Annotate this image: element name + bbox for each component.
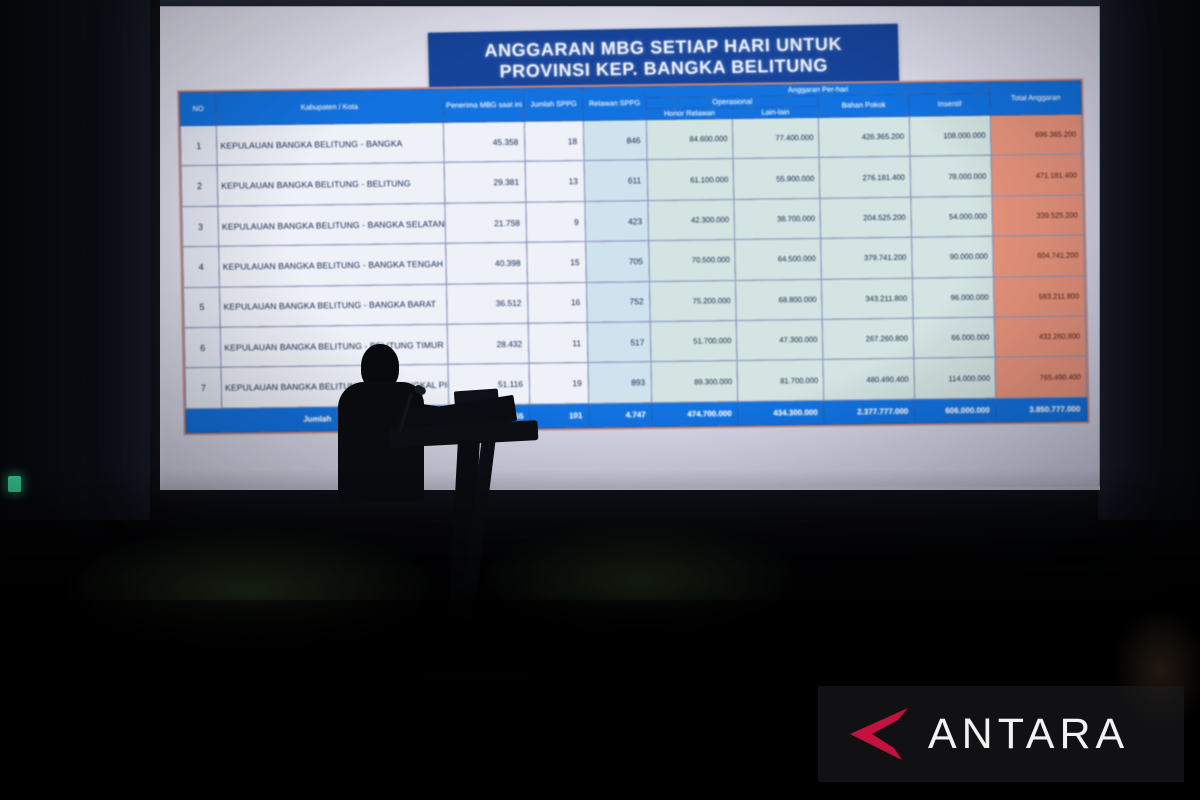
cell-no: 6: [184, 327, 222, 369]
cell-bahan-pokok: 267.260.800: [822, 318, 914, 360]
budget-table-frame: NO Kabupaten / Kota Penerima MBG saat in…: [177, 78, 1090, 436]
projection-screen: ANGGARAN MBG SETIAP HARI UNTUK PROVINSI …: [160, 6, 1100, 490]
antara-brand-text: ANTARA: [928, 709, 1130, 758]
cell-kabupaten: KEPULAUAN BANGKA BELITUNG - BELITUNG: [217, 162, 445, 207]
cell-jumlah-sppg: 16: [527, 282, 588, 324]
cell-honor-relawan: 75.200.000: [649, 280, 737, 322]
cell-kabupaten: KEPULAUAN BANGKA BELITUNG - BELITUNG TIM…: [220, 324, 448, 368]
cell-lain-lain: 68.800.000: [735, 279, 823, 321]
cell-relawan-sppg: 893: [587, 362, 653, 404]
cell-lain-lain: 55.900.000: [733, 157, 821, 200]
cell-lain-lain: 64.500.000: [734, 238, 822, 281]
cell-relawan-sppg: 423: [584, 200, 649, 242]
th-bahan-pokok: Bahan Pokok: [818, 94, 910, 118]
cell-insentif: 78.000.000: [909, 155, 993, 198]
cell-jumlah-sppg: 11: [528, 322, 588, 364]
cell-jumlah-sppg: 15: [526, 241, 587, 283]
total-honor-relawan: 474.700.000: [652, 401, 739, 427]
table-body: 1 KEPULAUAN BANGKA BELITUNG - BANGKA 45.35…: [180, 113, 1087, 409]
cell-lain-lain: 81.700.000: [737, 359, 825, 402]
cell-no: 4: [182, 246, 220, 288]
th-relawan-sppg: Relawan SPPG: [582, 86, 647, 121]
cell-no: 1: [180, 125, 218, 167]
th-penerima: Penerima MBG saat ini: [442, 88, 525, 123]
th-jumlah-sppg: Jumlah SPPG: [523, 87, 584, 122]
cell-honor-relawan: 70.500.000: [648, 239, 736, 282]
cell-kabupaten: KEPULAUAN BANGKA BELITUNG - BANGKA TENGA…: [218, 243, 447, 287]
cell-total-anggaran: 339.525.200: [992, 194, 1084, 237]
cell-insentif: 96.000.000: [912, 276, 995, 319]
cell-lain-lain: 47.300.000: [736, 319, 824, 361]
cell-total-anggaran: 471.181.400: [991, 154, 1083, 196]
cell-bahan-pokok: 480.490.400: [823, 358, 915, 401]
antara-logo-icon: [850, 708, 908, 760]
cell-honor-relawan: 51.700.000: [650, 320, 738, 363]
cell-total-anggaran: 765.490.400: [995, 356, 1087, 399]
cell-jumlah-sppg: 19: [529, 362, 589, 405]
cell-total-anggaran: 604.741.200: [992, 235, 1085, 277]
th-total-anggaran: Total Anggaran: [989, 80, 1082, 116]
th-insentif: Insentif: [908, 93, 991, 117]
cell-relawan-sppg: 846: [583, 119, 648, 161]
cell-insentif: 114.000.000: [913, 357, 997, 400]
cell-bahan-pokok: 379.741.200: [820, 237, 913, 280]
th-no: NO: [179, 92, 217, 126]
cell-no: 2: [181, 165, 219, 207]
left-wall: [0, 0, 150, 520]
cell-no: 7: [185, 367, 222, 409]
cell-relawan-sppg: 611: [584, 160, 649, 202]
cell-penerima: 28.432: [446, 323, 530, 365]
cell-no: 3: [181, 206, 219, 247]
cell-total-anggaran: 696.365.200: [990, 113, 1083, 156]
total-relawan-sppg: 4.747: [588, 402, 653, 428]
cell-relawan-sppg: 705: [585, 240, 650, 283]
cell-lain-lain: 38.700.000: [734, 198, 821, 240]
cell-total-anggaran: 583.211.800: [993, 275, 1086, 318]
cell-bahan-pokok: 204.525.200: [820, 197, 912, 239]
cell-jumlah-sppg: 9: [525, 201, 586, 243]
cell-jumlah-sppg: 18: [524, 120, 585, 162]
cell-insentif: 108.000.000: [909, 115, 992, 157]
cell-relawan-sppg: 517: [587, 321, 652, 363]
cell-jumlah-sppg: 13: [525, 160, 585, 203]
cell-bahan-pokok: 276.181.400: [819, 156, 911, 199]
cell-honor-relawan: 42.300.000: [648, 199, 735, 241]
th-kabupaten: Kabupaten / Kota: [215, 89, 443, 126]
total-insentif: 606.000.000: [914, 398, 997, 424]
cell-penerima: 40.398: [445, 242, 528, 284]
presentation-slide: ANGGARAN MBG SETIAP HARI UNTUK PROVINSI …: [160, 6, 1100, 490]
cell-honor-relawan: 84.600.000: [646, 118, 734, 161]
cell-penerima: 21.758: [444, 202, 527, 244]
cell-insentif: 66.000.000: [913, 317, 996, 359]
antara-watermark: ANTARA: [818, 686, 1184, 782]
budget-table: NO Kabupaten / Kota Penerima MBG saat in…: [179, 80, 1088, 433]
cell-kabupaten: KEPULAUAN BANGKA BELITUNG - BANGKA: [216, 122, 444, 166]
cell-relawan-sppg: 752: [586, 281, 651, 323]
cell-bahan-pokok: 426.365.200: [818, 116, 910, 158]
cell-lain-lain: 77.400.000: [732, 117, 820, 159]
cell-insentif: 54.000.000: [910, 195, 993, 238]
cell-honor-relawan: 89.300.000: [651, 360, 739, 403]
cell-bahan-pokok: 343.211.800: [821, 277, 914, 320]
right-wall: [1098, 0, 1200, 520]
cell-kabupaten: KEPULAUAN BANGKA BELITUNG - BANGKA SELAT…: [218, 203, 446, 247]
cell-total-anggaran: 432.260.800: [994, 316, 1086, 358]
total-jumlah-sppg: 101: [529, 403, 590, 429]
total-bahan-pokok: 2.377.777.000: [824, 399, 916, 425]
cell-insentif: 90.000.000: [911, 236, 994, 278]
total-anggaran-sum: 3.850.777.000: [996, 396, 1088, 423]
cell-penerima: 29.381: [443, 161, 526, 204]
cell-penerima: 45.358: [442, 121, 526, 163]
cell-penerima: 36.512: [446, 282, 529, 325]
cell-kabupaten: KEPULAUAN BANGKA BELITUNG - BANGKA BARAT: [219, 283, 447, 328]
cell-honor-relawan: 61.100.000: [647, 158, 735, 201]
total-lain-lain: 434.300.000: [738, 400, 825, 426]
cell-no: 5: [183, 286, 221, 328]
